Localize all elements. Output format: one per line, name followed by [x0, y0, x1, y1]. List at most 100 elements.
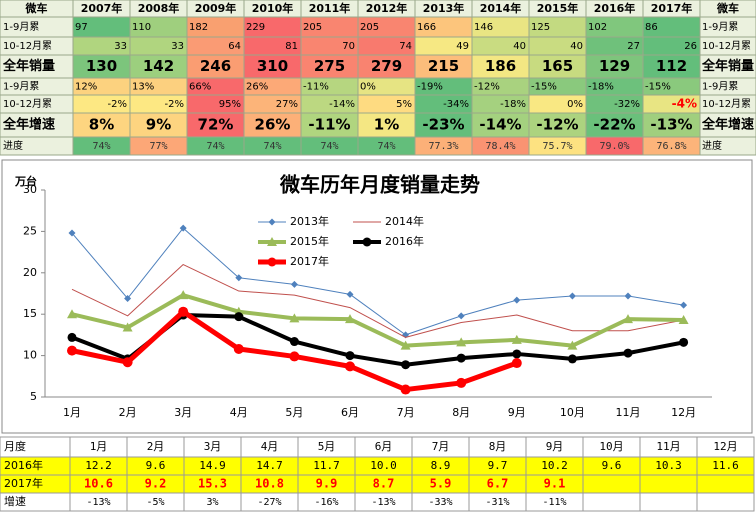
bottom-cell-text: 14.9	[199, 459, 226, 472]
cell-text: 26%	[246, 82, 268, 93]
legend-label: 2017年	[290, 254, 329, 268]
cell-text: -15%	[645, 82, 671, 93]
cell-text: -12%	[474, 82, 500, 93]
cell-text: 74	[399, 41, 412, 52]
point-marker	[456, 377, 467, 388]
header-text: 2012年	[366, 1, 408, 15]
cell-text: 142	[143, 57, 174, 75]
point-marker	[67, 309, 77, 319]
legend-label: 2014年	[385, 214, 424, 228]
cell-text: 246	[200, 57, 231, 75]
cell-text: 13%	[132, 82, 154, 93]
cell-text: 130	[86, 57, 117, 75]
chart-frame	[1, 159, 753, 434]
bottom-cell-text: 15.3	[198, 477, 227, 491]
cell-text: 215	[428, 57, 459, 75]
cell-text: 102	[588, 22, 607, 33]
cell-text: 33	[114, 41, 127, 52]
cell-text: 70	[342, 41, 355, 52]
cell-text: 26%	[255, 116, 291, 134]
header-text: 微车	[716, 1, 739, 15]
point-marker	[512, 349, 522, 359]
point-marker	[345, 351, 355, 361]
cell-text: 75.7%	[542, 141, 572, 152]
point-marker	[623, 348, 633, 358]
point-marker	[124, 294, 132, 302]
point-marker	[290, 280, 298, 288]
header-text: 2014年	[480, 1, 522, 15]
cell-text: 74%	[320, 141, 338, 152]
cell-text: -22%	[593, 116, 635, 134]
point-marker	[289, 337, 299, 347]
row-label-right: 1-9月累	[702, 81, 738, 93]
point-marker	[568, 292, 576, 300]
cell-text: 97	[75, 22, 88, 33]
cell-text: 310	[257, 57, 288, 75]
cell-text: 74%	[206, 141, 224, 152]
cell-text: 275	[314, 57, 345, 75]
point-marker	[289, 313, 300, 323]
bottom-cell-text: 5月	[318, 440, 336, 453]
row-label-right: 全年销量	[701, 58, 754, 74]
cell-text: 166	[417, 22, 436, 33]
point-marker	[511, 358, 522, 369]
bottom-cell	[696, 492, 755, 512]
cell-text: 5%	[396, 99, 412, 110]
header-text: 2013年	[423, 1, 465, 15]
cell-text: 74%	[263, 141, 281, 152]
point-marker	[68, 229, 76, 237]
x-tick-label: 9月	[508, 406, 526, 419]
legend-label: 2013年	[290, 214, 329, 228]
point-marker	[678, 314, 689, 324]
cell-text: 205	[303, 22, 322, 33]
point-marker	[456, 337, 467, 347]
cell-text: 205	[360, 22, 379, 33]
point-marker	[513, 296, 521, 304]
cell-text: 0%	[360, 82, 376, 93]
cell-text: 186	[485, 57, 516, 75]
bottom-cell-text: -13%	[371, 497, 395, 508]
bottom-cell-text: -13%	[86, 497, 110, 508]
row-label: 全年增速	[2, 117, 55, 133]
point-marker	[178, 290, 189, 300]
table-cell	[642, 112, 701, 138]
bottom-cell-text: -27%	[257, 497, 281, 508]
bottom-cell-text: 6.7	[487, 477, 509, 491]
point-marker	[457, 312, 465, 320]
cell-text: 27	[627, 41, 640, 52]
point-marker	[289, 351, 300, 362]
cell-text: 74%	[92, 141, 110, 152]
bottom-cell-text: 3%	[206, 497, 218, 508]
table-cell	[129, 112, 188, 138]
bottom-cell	[582, 492, 641, 512]
cell-text: 76.8%	[656, 141, 686, 152]
series-line	[71, 227, 684, 336]
y-tick-label: 5	[30, 390, 37, 403]
x-tick-label: 3月	[174, 406, 192, 419]
cell-text: 110	[132, 22, 151, 33]
legend-marker	[267, 237, 277, 246]
cell-text: -2%	[108, 99, 127, 110]
row-label-right: 10-12月累	[702, 40, 751, 52]
bottom-cell-text: 8.9	[431, 459, 451, 472]
x-tick-label: 10月	[560, 406, 585, 419]
point-marker	[345, 314, 355, 324]
cell-text: -11%	[308, 116, 350, 134]
cell-text: -14%	[329, 99, 355, 110]
bottom-cell-text: 5.9	[430, 477, 452, 491]
bottom-cell-text: 10.0	[370, 459, 397, 472]
x-tick-label: 1月	[63, 406, 81, 419]
cell-text: 40	[513, 41, 526, 52]
cell-text: -18%	[588, 82, 614, 93]
legend-label: 2015年	[290, 234, 329, 248]
cell-text: -15%	[531, 82, 557, 93]
bottom-cell-text: 11.6	[712, 459, 739, 472]
header-text: 2011年	[309, 1, 351, 15]
cell-text: -11%	[303, 82, 329, 93]
cell-text: -18%	[500, 99, 526, 110]
point-marker	[178, 306, 189, 317]
row-label-right: 进度	[702, 139, 722, 152]
bottom-cell-text: 10月	[599, 440, 623, 453]
cell-text: 0%	[567, 99, 583, 110]
bottom-cell-text: 4月	[261, 440, 279, 453]
